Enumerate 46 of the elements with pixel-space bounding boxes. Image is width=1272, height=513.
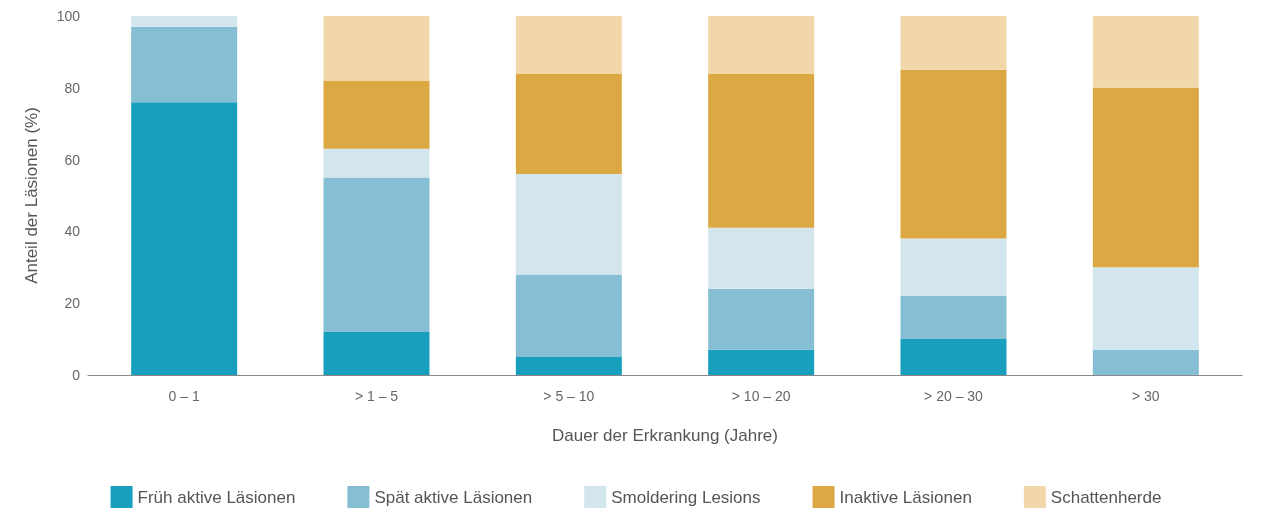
- bar: [131, 102, 238, 375]
- bar: [515, 274, 622, 358]
- legend-label: Inaktive Läsionen: [839, 487, 972, 507]
- y-tick-label: 60: [64, 151, 81, 168]
- bar: [515, 73, 622, 174]
- bar: [515, 357, 622, 375]
- x-tick-label: > 1 – 5: [354, 388, 399, 404]
- bar: [323, 331, 430, 375]
- x-tick-label: > 10 – 20: [731, 388, 791, 404]
- x-tick-label: > 5 – 10: [543, 388, 595, 404]
- legend-label: Spät aktive Läsionen: [374, 487, 533, 507]
- x-tick-label: > 20 – 30: [924, 388, 984, 404]
- bar: [708, 73, 815, 228]
- bar: [708, 227, 815, 289]
- x-tick-label: 0 – 1: [168, 388, 200, 404]
- legend-label: Schattenherde: [1050, 487, 1162, 507]
- bar: [323, 148, 430, 178]
- bar: [708, 349, 815, 375]
- y-tick-label: 40: [64, 223, 81, 240]
- legend-label: Smoldering Lesions: [611, 487, 761, 507]
- bar: [323, 177, 430, 332]
- bar: [900, 69, 1007, 239]
- bar: [515, 173, 622, 275]
- y-tick-label: 80: [64, 79, 81, 96]
- bar: [900, 16, 1007, 70]
- y-tick-label: 0: [72, 367, 81, 383]
- bar: [708, 288, 815, 350]
- bar: [323, 16, 430, 81]
- x-tick-label: > 30: [1132, 388, 1160, 404]
- x-axis-title: Dauer der Erkrankung (Jahre): [552, 426, 778, 445]
- legend-label: Früh aktive Läsionen: [137, 487, 296, 507]
- bar: [1092, 267, 1199, 350]
- bar: [1092, 87, 1199, 268]
- bar: [1092, 16, 1199, 88]
- y-tick-label: 20: [64, 295, 81, 312]
- bar: [515, 16, 622, 74]
- bar: [900, 238, 1007, 297]
- bar: [708, 16, 815, 74]
- bar: [323, 80, 430, 149]
- bar: [900, 296, 1007, 340]
- bar: [131, 26, 238, 103]
- bar: [900, 339, 1007, 375]
- bar: [131, 16, 238, 27]
- bar: [1092, 349, 1199, 375]
- y-tick-label: 100: [56, 8, 81, 24]
- y-axis-title: Anteil der Läsionen (%): [22, 107, 41, 284]
